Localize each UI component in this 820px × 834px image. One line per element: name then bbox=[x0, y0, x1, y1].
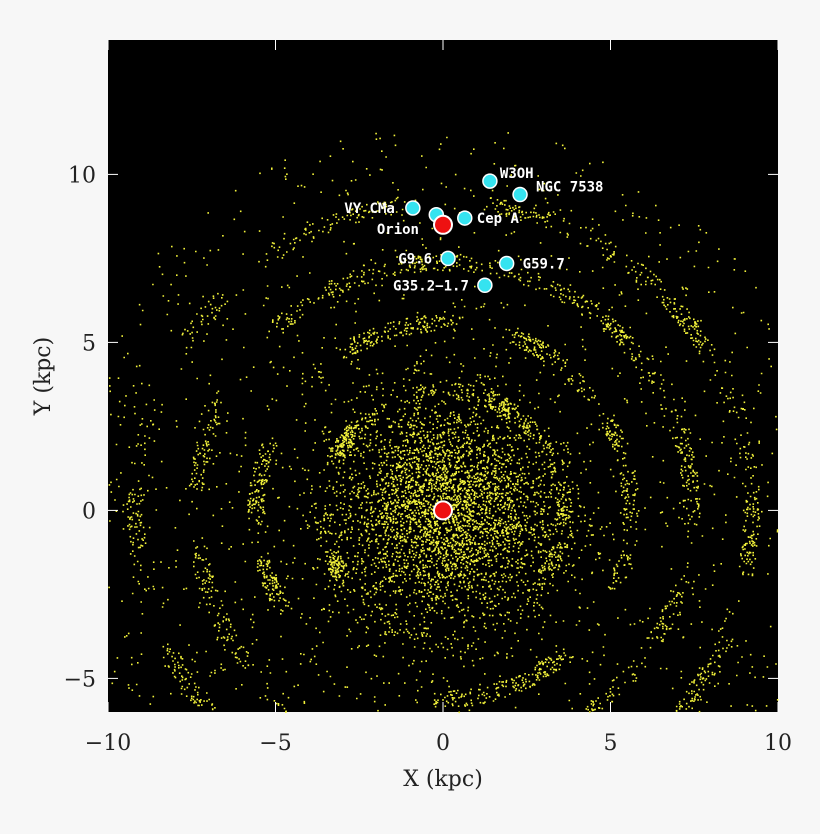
cyan-source-marker bbox=[482, 173, 498, 189]
y-axis-label: Y (kpc) bbox=[31, 337, 56, 416]
cyan-source-marker bbox=[405, 200, 421, 216]
x-tick-label: −5 bbox=[259, 731, 291, 756]
cyan-source-marker bbox=[477, 277, 493, 294]
plot-area bbox=[108, 40, 778, 712]
x-tick-label: 10 bbox=[764, 731, 792, 756]
source-label: Orion bbox=[377, 222, 419, 238]
source-label: NGC 7538 bbox=[536, 180, 603, 196]
star-dots bbox=[108, 132, 779, 714]
source-label: G9.6 bbox=[398, 251, 432, 267]
star-field bbox=[108, 132, 779, 714]
source-label: Cep A bbox=[477, 211, 520, 227]
axis-ticks: −10 −5 0 5 10 −5 0 5 10 bbox=[64, 40, 792, 756]
y-tick-label: 10 bbox=[68, 163, 96, 188]
source-label: G35.2−1.7 bbox=[393, 278, 469, 294]
red-source-marker bbox=[433, 500, 453, 521]
x-tick-label: 5 bbox=[604, 731, 618, 756]
y-tick-label: 5 bbox=[82, 331, 96, 356]
cyan-source-marker bbox=[440, 250, 456, 267]
cyan-source-marker bbox=[498, 255, 515, 272]
cyan-source-marker bbox=[512, 186, 528, 203]
source-label: W3OH bbox=[500, 166, 534, 182]
y-tick-label: 0 bbox=[82, 499, 96, 524]
source-label: VY CMa bbox=[344, 201, 395, 217]
x-tick-label: 0 bbox=[436, 731, 450, 756]
cyan-source-marker bbox=[457, 210, 473, 226]
source-label: G59.7 bbox=[523, 256, 565, 272]
x-tick-label: −10 bbox=[85, 731, 131, 756]
y-tick-label: −5 bbox=[64, 667, 96, 692]
red-source-marker bbox=[433, 214, 453, 235]
x-axis-label: X (kpc) bbox=[403, 767, 483, 792]
